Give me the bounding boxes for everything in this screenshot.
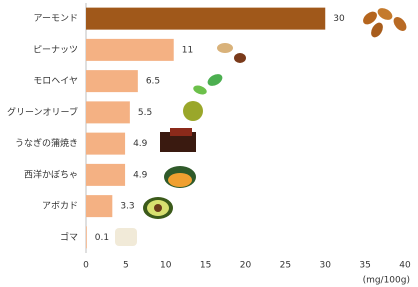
bar <box>86 8 325 30</box>
bar <box>86 164 125 186</box>
bar <box>86 226 87 248</box>
y-tick-label: グリーンオリーブ <box>7 106 78 118</box>
y-tick-label: モロヘイヤ <box>33 77 78 87</box>
value-label: 0.1 <box>95 233 109 243</box>
x-tick-label: 40 <box>399 261 411 271</box>
y-tick-label: アーモンド <box>34 14 78 24</box>
value-label: 6.5 <box>146 77 160 87</box>
value-label: 4.9 <box>133 139 148 149</box>
x-axis-label: (mg/100g) <box>363 276 410 286</box>
chart: (mg/100g) 0 5 10 15 20 25 30 35 40 アーモンド 30 ピーナッツ 11… <box>0 0 418 287</box>
x-tick-label: 30 <box>320 261 332 271</box>
x-tick-label: 10 <box>160 261 172 271</box>
olive-icon <box>183 101 203 121</box>
y-tick-label: 西洋かぼちゃ <box>24 168 78 180</box>
sesame-icon <box>115 228 137 246</box>
avocado-icon <box>154 204 162 212</box>
y-tick-label: ピーナッツ <box>33 44 78 55</box>
peanut-icon <box>234 53 246 63</box>
x-tick-label: 35 <box>359 261 370 271</box>
almond-icon <box>391 15 409 34</box>
leaf-icon <box>206 72 225 89</box>
x-tick-label: 15 <box>200 261 211 271</box>
bar <box>86 101 130 123</box>
value-label: 30 <box>333 14 345 24</box>
bar <box>86 133 125 155</box>
y-tick-label: ゴマ <box>60 231 78 243</box>
unagi-icon <box>170 128 192 136</box>
almond-icon <box>376 6 395 23</box>
bar <box>86 39 174 61</box>
pumpkin-icon <box>168 173 192 187</box>
value-label: 11 <box>182 45 193 55</box>
x-tick-label: 0 <box>83 261 89 271</box>
almond-icon <box>369 21 386 40</box>
value-label: 3.3 <box>120 202 134 212</box>
x-tick-label: 25 <box>280 261 291 271</box>
x-tick-label: 20 <box>240 261 252 271</box>
x-tick-label: 5 <box>123 261 129 271</box>
leaf-icon <box>192 84 208 96</box>
bar <box>86 70 138 92</box>
peanut-icon <box>217 43 233 53</box>
value-label: 5.5 <box>138 108 152 118</box>
bar <box>86 195 112 217</box>
y-tick-label: アボカド <box>42 201 78 212</box>
y-tick-label: うなぎの蒲焼き <box>15 137 78 149</box>
value-label: 4.9 <box>133 170 148 180</box>
